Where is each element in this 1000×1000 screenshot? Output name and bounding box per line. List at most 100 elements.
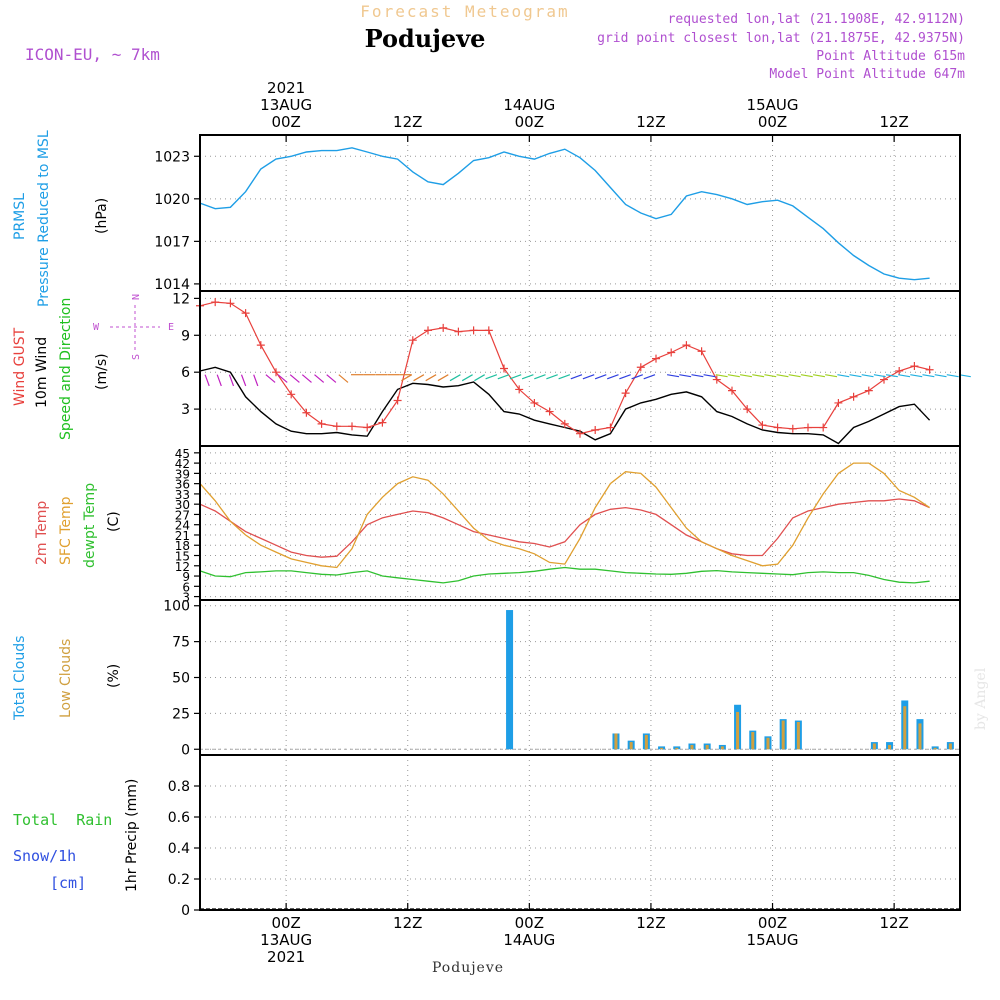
wind-gust-marker	[864, 386, 873, 395]
wind-gust-marker	[302, 408, 311, 417]
wind-gust-marker	[469, 326, 478, 335]
bottom-time-label: 00Z	[758, 914, 787, 932]
wind-gust-label: Wind GUST	[12, 327, 28, 406]
wind-direction-arrow	[570, 374, 583, 380]
wind-direction-arrow	[449, 374, 461, 382]
total-clouds-bar	[506, 610, 514, 750]
top-time-label: 13AUG	[260, 96, 312, 114]
panels-layer: 1014101710201023369123691215182124273033…	[154, 134, 971, 919]
compass-cross-icon	[110, 305, 160, 352]
panel-frame	[199, 290, 961, 447]
wind-gust-marker	[545, 407, 554, 416]
y-tick-label: 0	[181, 903, 190, 919]
total-clouds-label: Total Clouds	[12, 636, 28, 721]
footer-location: Podujeve	[432, 960, 504, 976]
wind-direction-arrow	[594, 374, 607, 380]
wind-direction-arrow	[703, 374, 716, 378]
y-tick-label: 1020	[154, 192, 190, 208]
wind-direction-arrow	[922, 374, 935, 378]
wind-gust-marker	[439, 323, 448, 332]
low-clouds-bar	[751, 732, 755, 750]
location-title: Podujeve	[365, 24, 486, 53]
bottom-time-label: 15AUG	[747, 931, 799, 949]
temp-sfc-label: SFC Temp	[58, 496, 74, 565]
wind-direction-arrow	[764, 374, 777, 378]
wind-direction-arrow	[812, 374, 826, 378]
low-clouds-bar	[766, 737, 770, 750]
pressure-series-line	[199, 147, 930, 281]
wind-gust-marker	[667, 348, 676, 357]
wind-direction-arrow	[413, 374, 425, 382]
point-altitude: Point Altitude 615m	[816, 49, 965, 64]
top-time-label: 12Z	[636, 113, 665, 131]
wind-direction-arrow	[474, 374, 486, 382]
low-clouds-bar	[796, 721, 800, 750]
wind-direction-arrow	[934, 374, 947, 378]
compass-east-label: E	[168, 322, 174, 333]
wind-gust-marker	[530, 398, 539, 407]
low-clouds-bar	[660, 747, 664, 750]
y-tick-label: 1023	[154, 149, 190, 165]
bottom-time-label: 12Z	[879, 914, 908, 932]
wind-10m-series-line	[199, 366, 931, 445]
wind-direction-arrow	[631, 374, 644, 380]
bottom-time-label: 2021	[267, 948, 305, 966]
grid-point-coords: grid point closest lon,lat (21.1875E, 42…	[597, 31, 965, 46]
wind-gust-marker	[895, 366, 904, 375]
total-rain-legend: Total Rain	[13, 811, 112, 829]
wind-direction-arrow	[277, 374, 288, 383]
wind-gust-marker	[393, 396, 402, 405]
wind-gust-marker	[317, 419, 326, 428]
sfc-temp-series-line	[199, 462, 930, 569]
wind-direction-arrow	[558, 374, 571, 380]
low-clouds-bar	[690, 744, 694, 750]
pressure-label-sub: Pressure Reduced to MSL	[36, 130, 52, 307]
wind-direction-arrow	[910, 374, 923, 378]
top-time-label: 00Z	[758, 113, 787, 131]
y-tick-label: 12	[172, 291, 190, 307]
y-tick-label: 6	[182, 580, 190, 594]
wind-gust-marker	[910, 362, 919, 371]
wind-direction-arrow	[825, 374, 838, 378]
wind-gust-series-line	[199, 301, 930, 435]
model-label: ICON-EU, ~ 7km	[25, 45, 160, 64]
low-clouds-label: Low Clouds	[58, 639, 74, 718]
wind-gust-marker	[606, 423, 615, 432]
wind-direction-arrow	[228, 374, 235, 387]
y-tick-label: 100	[163, 599, 190, 615]
low-clouds-bar	[781, 720, 785, 750]
wind-direction-arrow	[216, 374, 222, 387]
wind-gust-marker	[849, 392, 858, 401]
wind-direction-arrow	[509, 374, 522, 380]
top-time-label: 00Z	[515, 113, 544, 131]
wind-gust-marker	[712, 375, 721, 384]
wind-gust-marker	[454, 327, 463, 336]
low-clouds-bar	[675, 747, 679, 750]
temp-unit: (C)	[106, 511, 122, 532]
wind-direction-arrow	[861, 374, 874, 378]
wind-direction-arrow	[582, 374, 595, 380]
y-tick-label: 18	[175, 539, 190, 553]
y-tick-label: 1017	[154, 234, 190, 250]
wind-direction-arrow	[873, 374, 886, 378]
bottom-time-label: 12Z	[636, 914, 665, 932]
wind-direction-arrow	[606, 374, 619, 380]
wind-gust-marker	[272, 368, 280, 377]
compass-north-label: N	[131, 294, 142, 300]
y-tick-label: 0.2	[168, 872, 190, 888]
bottom-time-label: 00Z	[271, 914, 300, 932]
compass-south-label: S	[131, 354, 142, 360]
y-tick-label: 39	[175, 467, 190, 481]
y-tick-label: 6	[181, 365, 190, 381]
bottom-time-label: 00Z	[515, 914, 544, 932]
low-clouds-bar	[948, 743, 952, 750]
y-tick-label: 33	[175, 488, 190, 502]
wind-direction-arrow	[667, 374, 680, 378]
wind-gust-marker	[287, 390, 296, 399]
wind-direction-arrow	[401, 374, 413, 382]
wind-direction-arrow	[265, 374, 276, 383]
wind-direction-arrow	[497, 374, 510, 380]
y-tick-label: 24	[175, 519, 190, 533]
top-time-label: 14AUG	[503, 96, 555, 114]
